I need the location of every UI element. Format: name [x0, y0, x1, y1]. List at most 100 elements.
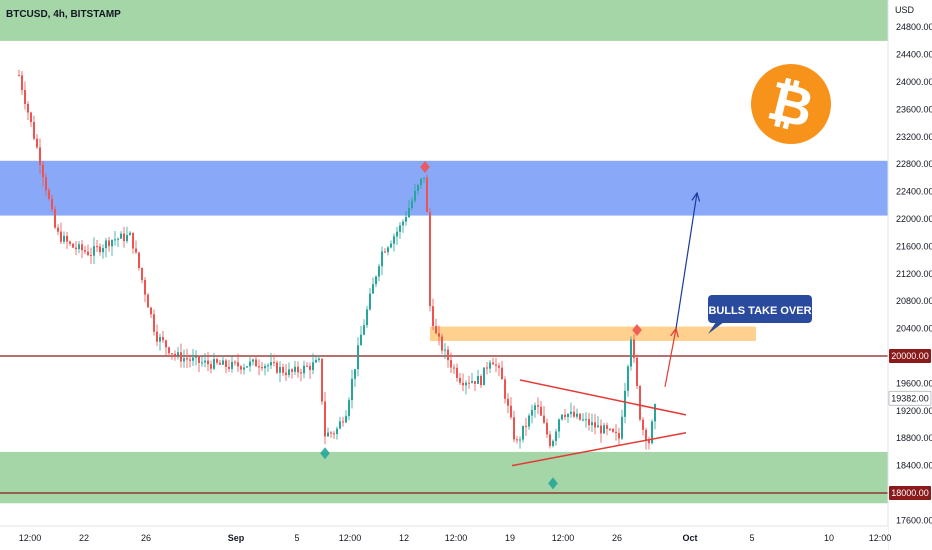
candle — [327, 427, 329, 437]
price-label-box — [888, 390, 932, 406]
candle — [363, 319, 365, 336]
candle — [234, 360, 236, 366]
candle-body — [165, 340, 167, 348]
candle — [54, 206, 56, 230]
candle-body — [534, 405, 536, 410]
price-axis[interactable] — [888, 0, 932, 550]
candle-body — [42, 164, 44, 178]
bitcoin-logo-circle — [751, 64, 831, 144]
candle-body — [627, 366, 629, 391]
annotations-layer — [320, 160, 701, 490]
candle — [564, 409, 566, 421]
candle — [117, 237, 119, 247]
candle-body — [339, 421, 341, 429]
candle-body — [111, 240, 113, 247]
candle — [381, 246, 383, 276]
candle — [519, 436, 521, 449]
candle-body — [537, 405, 539, 407]
candle-body — [378, 266, 380, 277]
candle-body — [459, 377, 461, 383]
candle-body — [147, 294, 149, 308]
y-tick-label: 20800.00 — [896, 296, 932, 306]
candle — [267, 363, 269, 372]
candle — [207, 352, 209, 372]
candle-body — [474, 381, 476, 384]
candle-body — [255, 359, 257, 367]
candle — [90, 247, 92, 264]
candle-body — [564, 414, 566, 417]
candle — [345, 410, 347, 424]
candle — [315, 355, 317, 364]
candle — [498, 362, 500, 377]
candle — [648, 436, 650, 450]
candle-body — [144, 279, 146, 295]
candle-body — [180, 352, 182, 362]
x-tick-label: 26 — [612, 533, 622, 543]
candle-body — [597, 425, 599, 428]
candle — [573, 405, 575, 419]
y-tick-label: 18800.00 — [896, 433, 932, 443]
candle-body — [495, 364, 497, 366]
candle — [225, 358, 227, 374]
candle — [189, 354, 191, 368]
candle — [531, 404, 533, 424]
candle — [594, 413, 596, 435]
candle-body — [216, 359, 218, 363]
candle-body — [567, 413, 569, 417]
candle-body — [612, 428, 614, 432]
candle-body — [288, 369, 290, 376]
candle-body — [465, 382, 467, 386]
candle-body — [375, 276, 377, 285]
candle — [435, 318, 437, 335]
candle — [516, 436, 518, 444]
candle — [204, 353, 206, 368]
candle — [114, 230, 116, 246]
candle — [561, 414, 563, 421]
candle-body — [102, 248, 104, 253]
time-axis[interactable] — [0, 526, 888, 550]
candle — [429, 207, 431, 312]
y-tick-label: 24800.00 — [896, 22, 932, 32]
candle — [642, 417, 644, 436]
price-label-box — [889, 349, 931, 363]
candle — [159, 333, 161, 351]
candle-body — [513, 417, 515, 440]
candle — [426, 174, 428, 213]
candle-body — [462, 382, 464, 386]
candle — [144, 277, 146, 303]
candle — [504, 376, 506, 404]
candle — [393, 233, 395, 252]
y-ticks: 24800.00 24400.00 24000.00 23600.00 23200.00… — [896, 22, 932, 525]
candle — [177, 347, 179, 360]
candle — [147, 293, 149, 308]
candle-body — [87, 251, 89, 256]
candle-body — [342, 421, 344, 423]
candle-body — [630, 339, 632, 367]
candle — [231, 356, 233, 373]
candle — [537, 397, 539, 414]
x-tick-label: Sep — [228, 533, 245, 543]
candle — [408, 199, 410, 219]
candle-body — [558, 419, 560, 432]
candle-body — [312, 362, 314, 370]
y-tick-label: 19600.00 — [896, 378, 932, 388]
candle — [219, 359, 221, 365]
x-tick-label: 12:00 — [19, 533, 42, 543]
candle-body — [207, 360, 209, 365]
symbol-label: BTCUSD, 4h, BITSTAMP — [6, 9, 121, 20]
candle-body — [615, 431, 617, 433]
candle-body — [96, 246, 98, 248]
candle — [165, 339, 167, 356]
zones-layer — [0, 0, 888, 504]
candle-body — [486, 367, 488, 369]
diamond-marker-down — [632, 323, 642, 336]
x-tick-label: 5 — [749, 533, 754, 543]
candle — [303, 360, 305, 379]
candle — [480, 374, 482, 388]
candle-body — [159, 337, 161, 342]
candle-body — [138, 252, 140, 268]
candle-body — [651, 421, 653, 444]
candle — [369, 287, 371, 311]
candle-body — [195, 356, 197, 358]
